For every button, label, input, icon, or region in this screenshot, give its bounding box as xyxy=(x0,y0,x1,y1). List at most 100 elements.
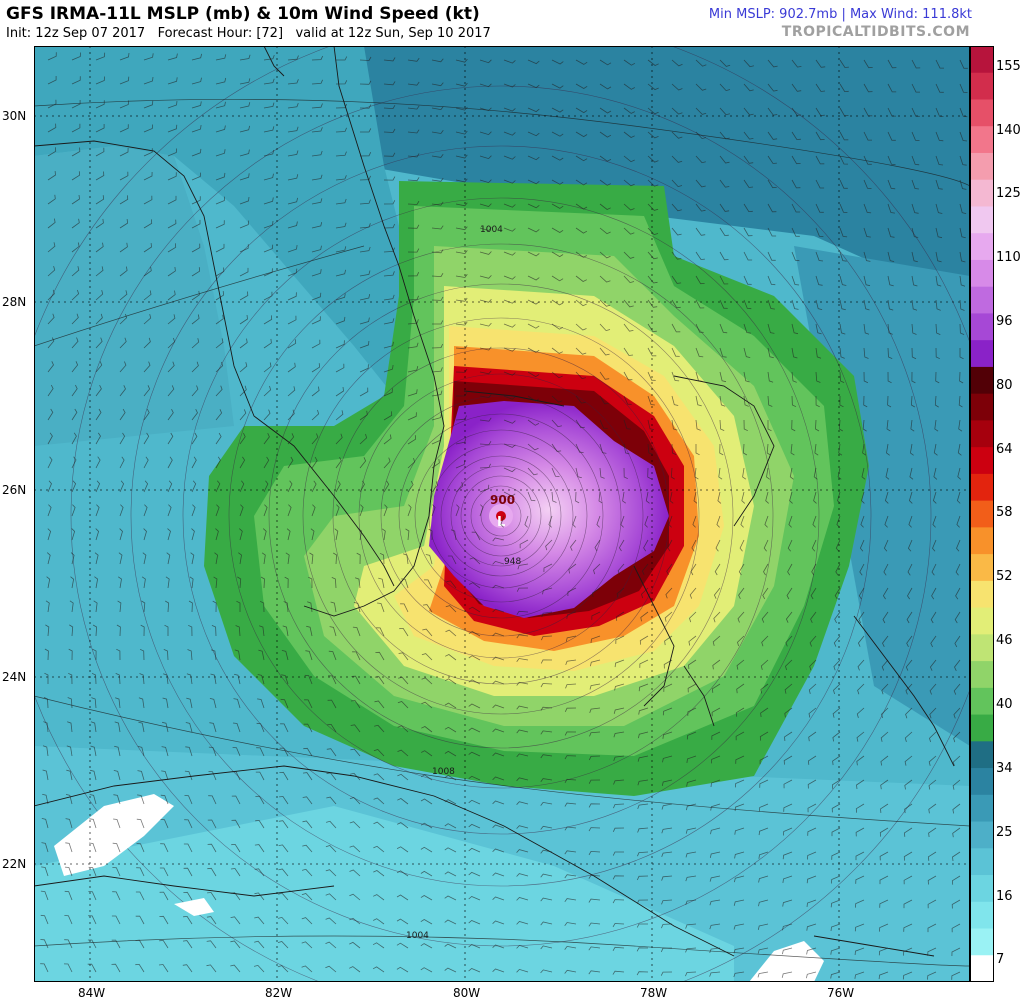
wind-barb xyxy=(215,456,221,469)
wind-barb xyxy=(671,275,682,284)
wind-barb xyxy=(311,316,321,325)
wind-barb xyxy=(623,323,634,332)
wind-barb xyxy=(695,179,706,188)
wind-barb xyxy=(589,731,601,737)
wind-barb xyxy=(167,456,173,469)
wind-barb xyxy=(695,275,705,285)
colorbar-segment xyxy=(970,955,994,982)
synoptic-isobars xyxy=(34,98,970,967)
wind-barb xyxy=(671,179,683,188)
wind-barb xyxy=(791,347,798,359)
wind-barb xyxy=(855,803,865,813)
wind-barb xyxy=(287,55,299,61)
wind-barb xyxy=(863,299,870,311)
wind-barb xyxy=(911,251,918,263)
wind-barb xyxy=(719,299,728,309)
wind-barb xyxy=(695,444,700,456)
wind-barb xyxy=(689,611,697,623)
wind-barb xyxy=(431,106,444,111)
wind-barb xyxy=(503,83,516,88)
wind-barb xyxy=(786,587,793,600)
wind-barb xyxy=(516,825,529,829)
wind-barb xyxy=(575,491,580,504)
wind-barb xyxy=(263,385,272,397)
wind-barb xyxy=(623,155,635,163)
wind-barb xyxy=(832,707,841,718)
wind-barb xyxy=(881,707,889,719)
wind-barb xyxy=(47,99,57,109)
wind-barb xyxy=(953,707,961,719)
wind-barb xyxy=(791,83,802,92)
wind-barb xyxy=(47,504,52,517)
wind-barb xyxy=(952,827,961,838)
wind-barb xyxy=(230,892,241,901)
wind-barb xyxy=(191,432,198,445)
wind-barb xyxy=(287,79,299,85)
wind-barb xyxy=(302,772,313,781)
wind-barb xyxy=(431,458,440,469)
wind-barb xyxy=(615,611,625,621)
wind-barb xyxy=(959,107,968,118)
wind-barb xyxy=(815,299,823,310)
wind-barb xyxy=(685,947,697,953)
wind-barb xyxy=(761,611,769,623)
wind-barb xyxy=(695,203,706,212)
wind-barb xyxy=(713,611,721,623)
wind-barb xyxy=(277,916,289,925)
wind-barb xyxy=(862,419,867,432)
wind-barb xyxy=(932,515,937,528)
wind-barb xyxy=(884,515,889,528)
wind-barb xyxy=(468,823,481,829)
wind-barb xyxy=(353,602,361,613)
wind-barb xyxy=(41,818,49,829)
wind-barb xyxy=(935,107,944,117)
wind-barb xyxy=(737,611,745,623)
wind-barb xyxy=(735,731,745,741)
wind-barb xyxy=(647,251,658,260)
wind-barb xyxy=(715,539,721,552)
wind-barb xyxy=(791,107,802,116)
wind-barb xyxy=(41,866,49,877)
wind-barb xyxy=(231,795,241,805)
wind-barb xyxy=(383,81,396,86)
wind-barb xyxy=(516,801,529,805)
wind-barb xyxy=(952,779,961,790)
wind-barb xyxy=(91,697,97,709)
wind-barb xyxy=(325,869,337,877)
wind-barb xyxy=(138,721,145,733)
colorbar-segment xyxy=(970,393,994,421)
wind-barb xyxy=(599,395,609,405)
wind-barb xyxy=(879,827,889,837)
wind-barb xyxy=(551,227,564,233)
wind-barb xyxy=(161,746,169,757)
wind-barb xyxy=(455,130,468,135)
wind-barb xyxy=(262,528,267,541)
wind-barb xyxy=(810,587,817,600)
wind-barb xyxy=(887,371,892,384)
colorbar-segment xyxy=(970,821,994,849)
wind-barb xyxy=(809,635,817,647)
wind-barb xyxy=(301,917,313,925)
wind-barb xyxy=(711,731,721,740)
wind-barb xyxy=(359,56,372,61)
wind-barb xyxy=(119,52,130,61)
wind-barb xyxy=(719,179,730,188)
wind-barb xyxy=(119,242,128,253)
colorbar-segment xyxy=(970,206,994,234)
wind-barb xyxy=(47,337,55,349)
wind-barb xyxy=(709,923,721,930)
wind-barb xyxy=(758,875,769,883)
wind-barb xyxy=(143,171,153,181)
wind-barb xyxy=(167,480,173,493)
wind-barb xyxy=(191,314,200,325)
wind-barb xyxy=(759,755,769,765)
wind-barb xyxy=(335,457,342,469)
wind-barb xyxy=(575,131,588,138)
wind-barb xyxy=(135,891,145,901)
wind-barb xyxy=(468,847,481,853)
wind-barb xyxy=(492,872,505,877)
wind-barb xyxy=(575,323,587,331)
wind-barb xyxy=(695,299,705,309)
wind-barb xyxy=(232,771,241,781)
wind-barb xyxy=(206,964,217,973)
